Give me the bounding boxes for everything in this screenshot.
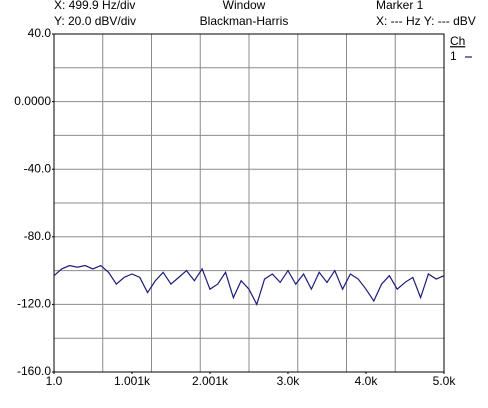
window-name: Blackman-Harris xyxy=(200,14,289,28)
plot-frame xyxy=(53,33,445,373)
y-tick-label: -160.0 xyxy=(17,364,51,378)
y-tick-label: 40.0 xyxy=(28,26,52,40)
x-tick-label: 4.0k xyxy=(355,374,379,388)
y-tick-label: -120.0 xyxy=(17,297,51,311)
marker-readout: X: --- Hz Y: --- dBV xyxy=(376,14,476,28)
x-scale: X: 499.9 Hz/div xyxy=(54,0,135,12)
legend-label: 1 xyxy=(450,49,457,63)
x-tick-label: 1.001k xyxy=(114,374,151,388)
x-tick-label: 1.0 xyxy=(46,374,63,388)
x-tick-label: 5.0k xyxy=(433,374,457,388)
y-tick-label: -40.0 xyxy=(24,161,52,175)
trace xyxy=(53,264,445,306)
window-label: Window xyxy=(223,0,266,12)
marker-label: Marker 1 xyxy=(376,0,424,12)
x-tick-label: 3.0k xyxy=(277,374,301,388)
y-tick-label: 0.0000 xyxy=(14,94,51,108)
y-scale: Y: 20.0 dBV/div xyxy=(54,14,136,28)
x-tick-label: 2.001k xyxy=(192,374,229,388)
legend-title: Ch xyxy=(450,34,465,48)
y-tick-label: -80.0 xyxy=(24,229,52,243)
